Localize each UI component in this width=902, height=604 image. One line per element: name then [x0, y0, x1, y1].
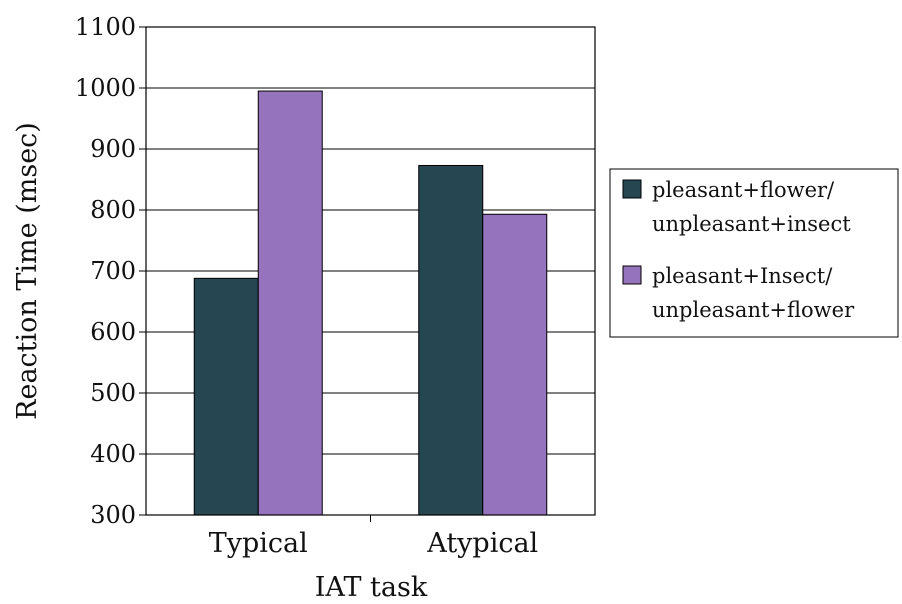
bar-typical-series-1: [193, 277, 259, 516]
y-tick-label: 400: [90, 440, 136, 468]
bars: [193, 90, 548, 516]
x-category-label: Typical: [209, 528, 308, 559]
legend-frame: [609, 168, 899, 338]
y-axis-ticks: 300 400 500 600 700 800 900 1000 1100: [75, 13, 146, 529]
y-tick-label: 1100: [75, 13, 136, 41]
legend-swatch-1: [622, 179, 642, 199]
y-tick-label: 900: [90, 135, 136, 163]
y-tick-label: 700: [90, 257, 136, 285]
y-tick-label: 300: [90, 501, 136, 529]
legend-label-2: pleasant+Insect/unpleasant+flower: [652, 264, 855, 322]
y-axis-label: Reaction Time (msec): [12, 122, 43, 420]
y-tick-label: 600: [90, 318, 136, 346]
legend-label-1: pleasant+flower/unpleasant+insect: [652, 178, 851, 236]
y-tick-label: 500: [90, 379, 136, 407]
bar-atypical-series-2: [482, 213, 548, 516]
bar-typical-series-2: [257, 90, 323, 516]
x-axis-categories: Typical Atypical: [209, 515, 538, 559]
bar-atypical-series-1: [418, 164, 484, 516]
y-tick-label: 1000: [75, 74, 136, 102]
x-category-label: Atypical: [426, 528, 538, 559]
legend-swatch-2: [622, 265, 642, 285]
legend: pleasant+flower/unpleasant+insect pleasan…: [609, 168, 899, 338]
x-axis-label: IAT task: [315, 572, 428, 603]
y-tick-label: 800: [90, 196, 136, 224]
